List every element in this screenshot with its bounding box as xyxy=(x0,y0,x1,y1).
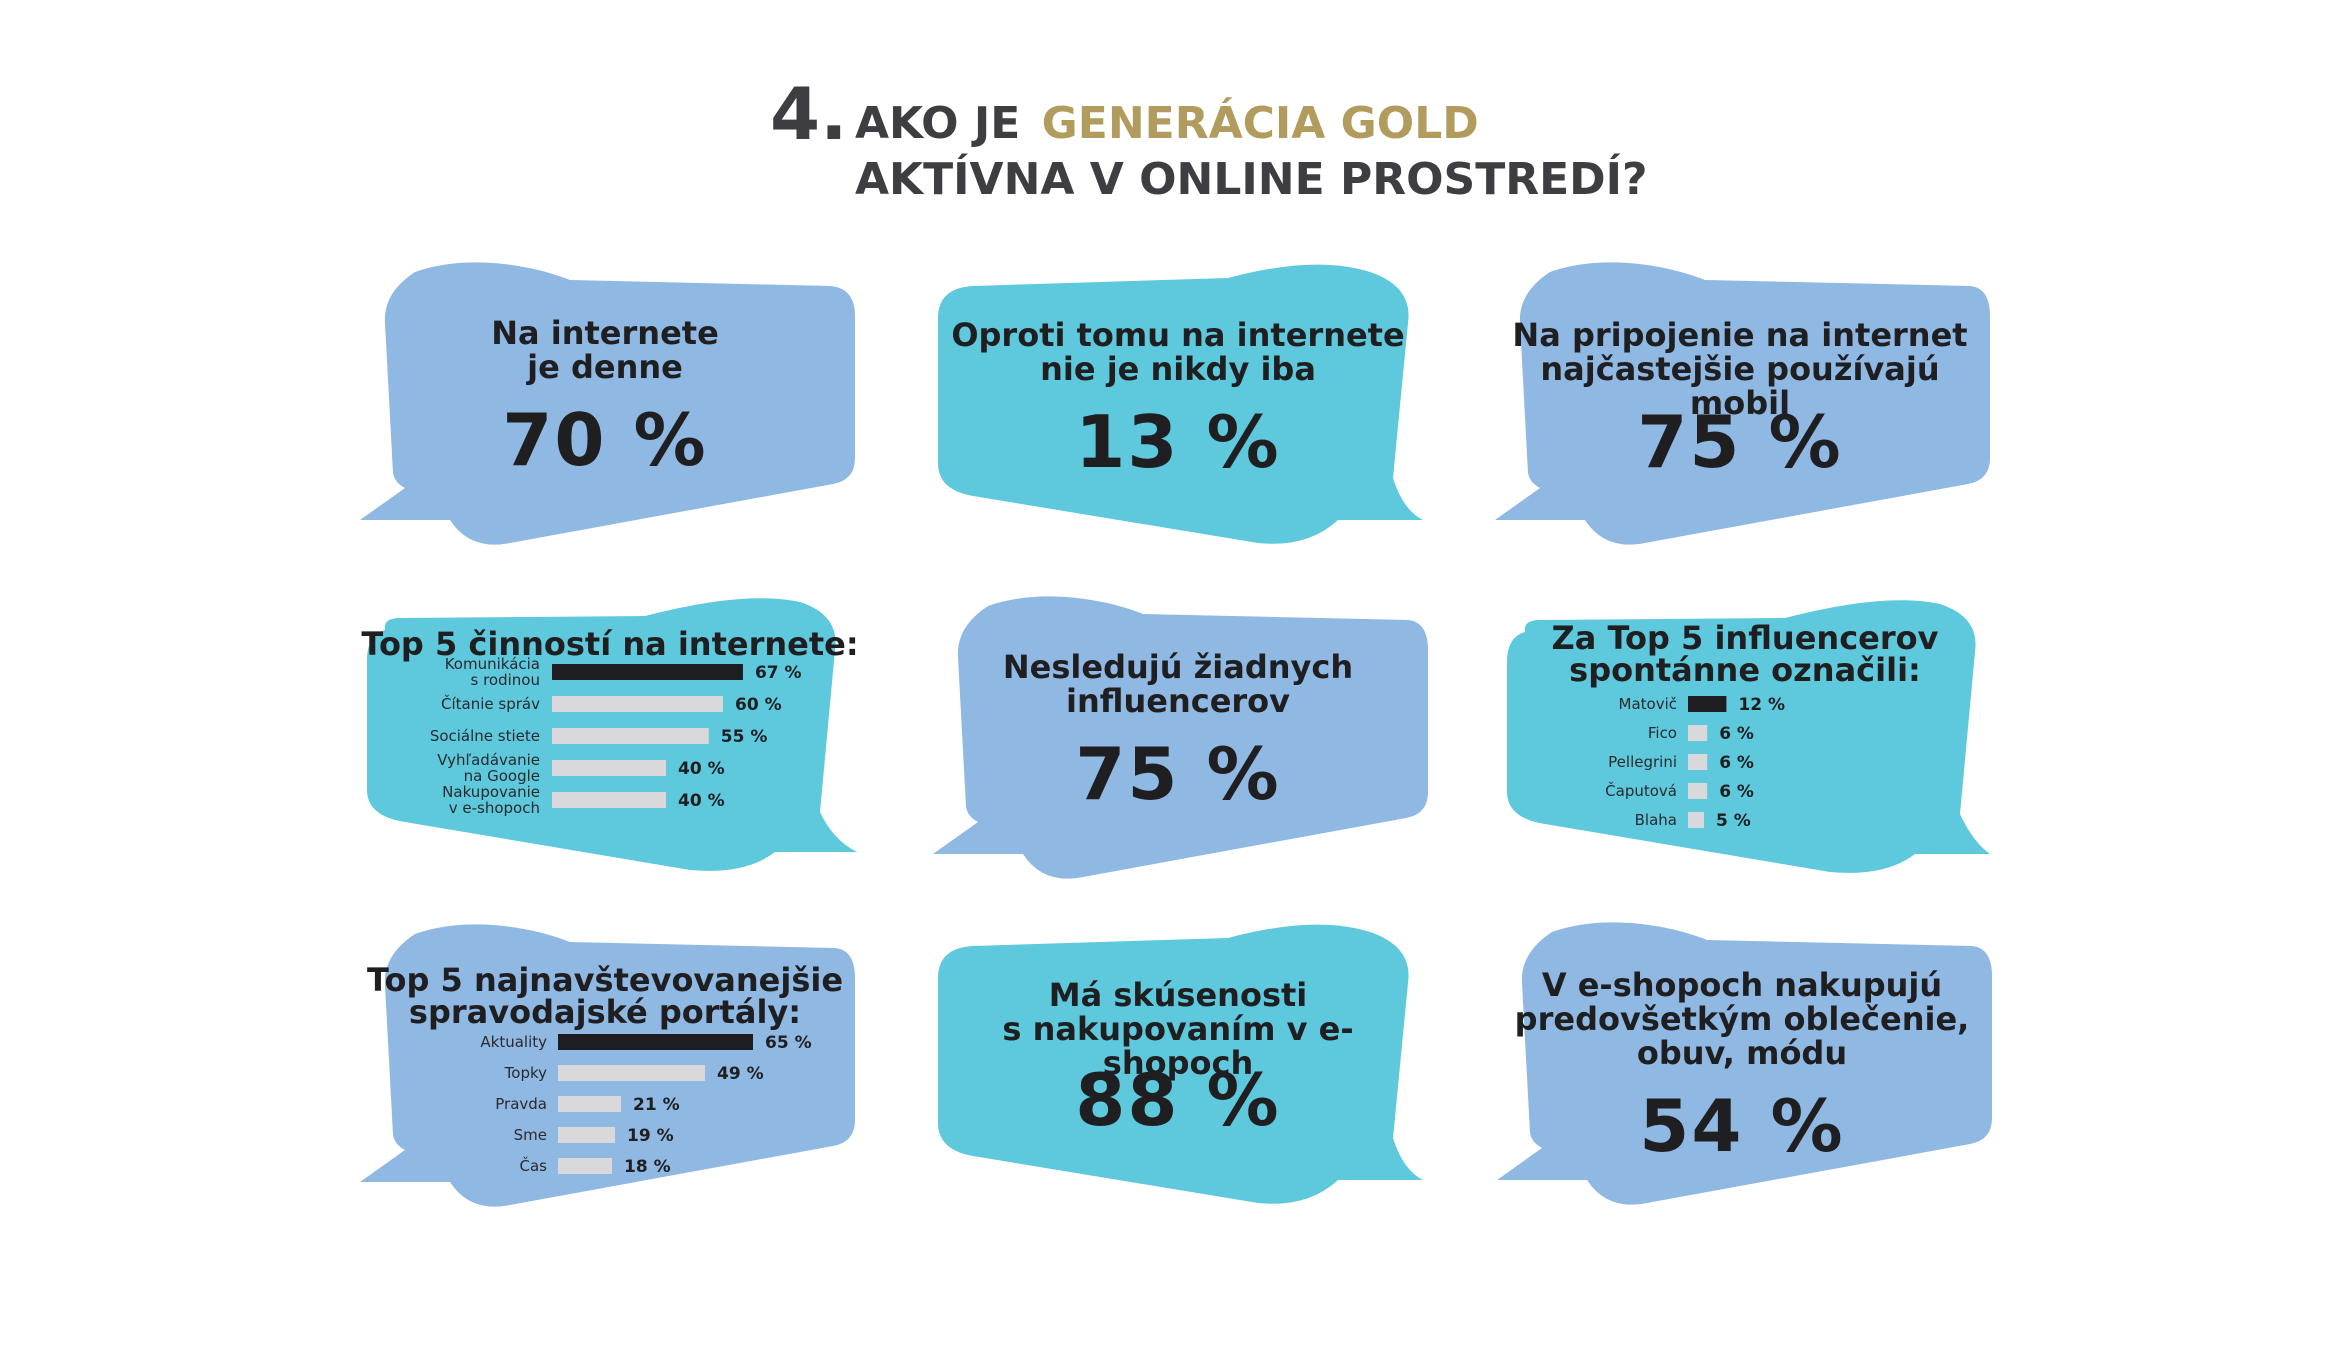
stat-label-line-2: najčastejšie používajú mobil xyxy=(1540,350,1940,422)
value-label: 40 % xyxy=(678,791,725,811)
stat-value: 13 % xyxy=(1075,400,1281,484)
bar xyxy=(552,760,666,776)
speech-bubble xyxy=(1495,262,1990,545)
chart-title: Top 5 činností na internete: xyxy=(361,625,859,663)
category-label: Čaputová xyxy=(1605,781,1677,800)
bar xyxy=(558,1034,753,1050)
category-label: Fico xyxy=(1648,724,1677,742)
category-label: Čítanie správ xyxy=(441,694,540,713)
stat-value: 75 % xyxy=(1637,400,1843,484)
bar xyxy=(552,792,666,808)
bar xyxy=(552,664,743,680)
stat-label-line-2: je denne xyxy=(527,348,683,386)
section-number: 4. xyxy=(770,72,848,156)
title-prefix: AKO JE xyxy=(855,98,1021,149)
value-label: 65 % xyxy=(765,1033,812,1053)
stat-card-eshop-experience: Má skúsenosti s nakupovaním v e-shopoch … xyxy=(928,918,1428,1208)
chart-title-line-1: Top 5 najnavštevovanejšie xyxy=(366,961,844,999)
stat-card-no-influencers: Nesledujú žiadnych influencerov 75 % xyxy=(928,592,1428,882)
speech-bubble xyxy=(938,924,1423,1204)
value-label: 18 % xyxy=(624,1157,671,1177)
value-label: 40 % xyxy=(678,759,725,779)
stat-label-line-2: nie je nikdy iba xyxy=(1040,350,1316,388)
category-label: Čas xyxy=(520,1156,548,1175)
speech-bubble xyxy=(1507,600,1990,873)
speech-bubble xyxy=(933,596,1428,879)
stat-value: 54 % xyxy=(1639,1084,1845,1168)
stat-label-line-1: Má skúsenosti xyxy=(1048,976,1308,1014)
category-label: Pellegrini xyxy=(1608,753,1677,771)
stat-value: 88 % xyxy=(1075,1058,1281,1142)
stat-value: 75 % xyxy=(1075,732,1281,816)
chart-title-line-1: Za Top 5 influencerov xyxy=(1551,619,1939,657)
chart-title-line-2: spontánne označili: xyxy=(1569,651,1921,689)
chart-activities: Komunikácia s rodinou 67 % Čítanie správ 60 … xyxy=(430,655,802,817)
category-label: Topky xyxy=(504,1064,547,1082)
chart-card-portals: Top 5 najnavštevovanejšie spravodajské p… xyxy=(355,920,855,1210)
bar xyxy=(558,1065,705,1081)
stat-label-line-1: Na internete xyxy=(491,314,719,352)
value-label: 12 % xyxy=(1738,695,1785,715)
stat-card-never: Oproti tomu na internete nie je nikdy ib… xyxy=(928,258,1428,548)
stat-label-line-2: influencerov xyxy=(1065,682,1291,720)
chart-card-activities: Top 5 činností na internete: Komunikácia… xyxy=(355,590,865,880)
stat-value: 70 % xyxy=(502,398,708,482)
value-label: 60 % xyxy=(735,695,782,715)
chart-portals: Aktuality 65 % Topky 49 % Pravda 21 % Sme 19 % Č… xyxy=(480,1033,812,1177)
stat-card-eshop-items: V e-shopoch nakupujú predovšetkým obleče… xyxy=(1492,918,1992,1208)
bar xyxy=(552,696,723,712)
title-line-2: AKTÍVNA V ONLINE PROSTREDÍ? xyxy=(855,154,1648,205)
page-header: 4. AKO JE GENERÁCIA GOLD AKTÍVNA V ONLIN… xyxy=(770,72,1770,212)
chart-influencers: Matovič 12 % Fico 6 % Pellegrini 6 % Čaputová 6… xyxy=(1605,695,1785,831)
value-label: 21 % xyxy=(633,1095,680,1115)
bar xyxy=(1688,725,1708,741)
category-label: Pravda xyxy=(495,1095,547,1113)
category-label: Vyhľadávanie na Google xyxy=(437,751,540,785)
stat-label-line-1: Oproti tomu na internete xyxy=(951,316,1405,354)
value-label: 67 % xyxy=(755,663,802,683)
category-label: Komunikácia s rodinou xyxy=(445,655,540,689)
value-label: 49 % xyxy=(717,1064,764,1084)
category-label: Sociálne stiete xyxy=(430,727,540,745)
title-line-1: AKO JE GENERÁCIA GOLD xyxy=(855,98,1479,149)
speech-bubble xyxy=(360,262,855,545)
bar xyxy=(1688,783,1708,799)
category-label: Aktuality xyxy=(480,1033,547,1051)
category-label: Nakupovanie v e-shopoch xyxy=(442,783,540,817)
stat-label-line-1: V e-shopoch nakupujú xyxy=(1541,966,1943,1004)
value-label: 5 % xyxy=(1716,811,1751,831)
bar xyxy=(1688,754,1708,770)
value-label: 55 % xyxy=(721,727,768,747)
bar xyxy=(552,728,709,744)
speech-bubble xyxy=(938,264,1423,544)
stat-label-line-1: Na pripojenie na internet xyxy=(1512,316,1968,354)
stat-label-line-1: Nesledujú žiadnych xyxy=(1002,648,1354,686)
bar xyxy=(558,1158,612,1174)
title-highlight: GENERÁCIA GOLD xyxy=(1041,98,1479,149)
stat-card-daily: Na internete je denne 70 % xyxy=(355,258,855,548)
chart-card-influencers: Za Top 5 influencerov spontánne označili… xyxy=(1495,592,1995,882)
value-label: 6 % xyxy=(1719,782,1754,802)
bar xyxy=(1688,812,1704,828)
stat-label-line-2: s nakupovaním v e-shopoch xyxy=(1002,1010,1354,1082)
value-label: 19 % xyxy=(627,1126,674,1146)
bar xyxy=(558,1127,615,1143)
value-label: 6 % xyxy=(1719,753,1754,773)
chart-title-line-2: spravodajské portály: xyxy=(408,993,802,1031)
bar xyxy=(1688,696,1727,712)
category-label: Sme xyxy=(514,1126,547,1144)
category-label: Blaha xyxy=(1635,811,1677,829)
stat-label-line-2: predovšetkým oblečenie, xyxy=(1514,1000,1970,1038)
category-label: Matovič xyxy=(1619,695,1677,713)
speech-bubble xyxy=(1497,922,1992,1205)
value-label: 6 % xyxy=(1719,724,1754,744)
stat-card-mobile: Na pripojenie na internet najčastejšie p… xyxy=(1490,258,1990,548)
stat-label-line-3: obuv, módu xyxy=(1636,1034,1848,1072)
bar xyxy=(558,1096,621,1112)
